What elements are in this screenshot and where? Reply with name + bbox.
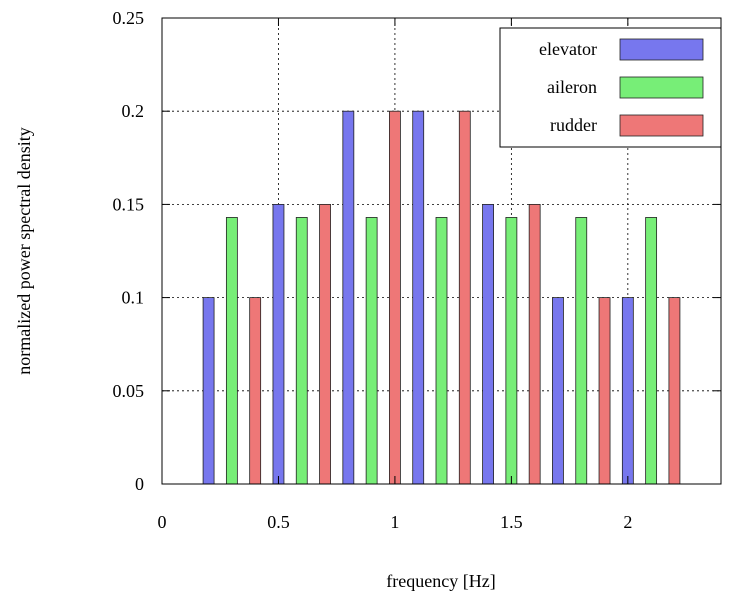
x-tick-label: 1.5 xyxy=(500,512,523,532)
legend-label-aileron: aileron xyxy=(547,77,597,97)
legend: elevator aileron rudder xyxy=(499,27,722,148)
bar-aileron xyxy=(365,217,378,485)
bar-aileron xyxy=(505,217,518,485)
legend-label-elevator: elevator xyxy=(539,39,597,59)
y-tick-label: 0.1 xyxy=(122,288,145,308)
y-axis-label: normalized power spectral density xyxy=(14,127,34,374)
plot-frame xyxy=(161,17,722,485)
bar-elevator xyxy=(272,203,285,485)
bar-aileron xyxy=(575,217,588,485)
legend-swatch-rudder xyxy=(619,114,704,137)
bar-rudder xyxy=(598,297,611,485)
bar-aileron xyxy=(645,217,658,485)
x-tick-label: 1 xyxy=(390,512,399,532)
legend-label-rudder: rudder xyxy=(550,115,597,135)
bar-rudder xyxy=(528,203,541,485)
bar-aileron xyxy=(225,217,238,485)
bar-aileron xyxy=(435,217,448,485)
y-tick-label: 0.05 xyxy=(113,381,145,401)
bar-elevator xyxy=(482,203,494,485)
bar-rudder xyxy=(389,110,401,485)
bar-elevator xyxy=(342,110,355,485)
x-axis-label: frequency [Hz] xyxy=(386,571,495,591)
bar-rudder xyxy=(458,110,471,485)
bar-rudder xyxy=(319,203,331,485)
bar-elevator xyxy=(552,297,564,485)
x-tick-label: 0 xyxy=(158,512,167,532)
bar-elevator xyxy=(412,110,425,485)
bar-elevator xyxy=(202,297,215,485)
bar-rudder xyxy=(668,297,681,485)
bar-rudder xyxy=(249,297,262,485)
bar-aileron xyxy=(295,217,308,485)
bars xyxy=(202,110,681,485)
legend-swatch-aileron xyxy=(619,76,704,99)
y-tick-label: 0.2 xyxy=(122,101,145,121)
ticks: 0 0.05 0.1 0.15 0.2 0.25 0 0.5 1 1.5 2 xyxy=(113,8,721,532)
y-tick-label: 0 xyxy=(135,474,144,494)
legend-swatch-elevator xyxy=(619,38,704,61)
y-tick-label: 0.15 xyxy=(113,194,145,214)
y-tick-label: 0.25 xyxy=(113,8,145,28)
x-tick-label: 0.5 xyxy=(267,512,290,532)
x-tick-label: 2 xyxy=(623,512,632,532)
bar-elevator xyxy=(621,297,634,485)
